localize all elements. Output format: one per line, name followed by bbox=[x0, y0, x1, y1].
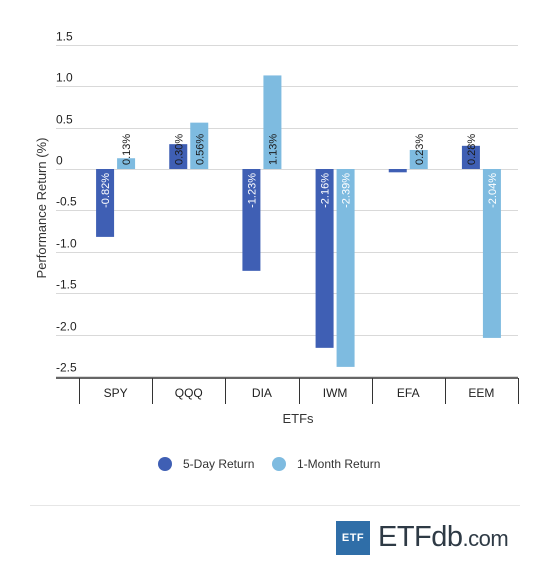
data-label: -0.04% bbox=[393, 173, 405, 208]
data-label: 0.56% bbox=[194, 134, 206, 165]
data-label: 0.28% bbox=[466, 134, 478, 165]
data-label: -2.39% bbox=[341, 173, 353, 208]
bar bbox=[242, 169, 261, 271]
data-label: 0.13% bbox=[121, 134, 133, 165]
x-tick-label: IWM bbox=[323, 386, 348, 400]
data-label: -1.23% bbox=[246, 173, 258, 208]
etfdb-logo: ETF ETFdb.com bbox=[336, 520, 509, 556]
bar bbox=[169, 144, 188, 169]
bars bbox=[96, 75, 501, 367]
legend-swatch bbox=[272, 457, 286, 471]
logo-badge: ETF bbox=[336, 521, 370, 555]
y-tick-label: 1.5 bbox=[56, 30, 73, 44]
logo-main: ETF bbox=[378, 521, 432, 553]
data-label: 0.23% bbox=[414, 134, 426, 165]
bar bbox=[263, 75, 282, 169]
x-tick-label: DIA bbox=[252, 386, 272, 400]
bar bbox=[388, 169, 407, 173]
data-label: 0.30% bbox=[173, 134, 185, 165]
bar bbox=[461, 145, 480, 169]
legend: 5-Day Return 1-Month Return bbox=[158, 457, 380, 471]
x-axis: SPY QQQ DIA IWM EFA EEM bbox=[56, 377, 519, 404]
bar bbox=[117, 158, 136, 169]
x-tick-label: SPY bbox=[104, 386, 128, 400]
x-tick-label: QQQ bbox=[175, 386, 203, 400]
logo-com: .com bbox=[462, 526, 509, 551]
gridlines bbox=[56, 45, 518, 377]
y-tick-label: -2.5 bbox=[56, 361, 77, 375]
y-tick-label: -1.0 bbox=[56, 237, 77, 251]
x-tick-label: EFA bbox=[397, 386, 420, 400]
y-tick-label: 1.0 bbox=[56, 71, 73, 85]
logo-db: db bbox=[431, 521, 463, 553]
x-axis-title: ETFs bbox=[282, 411, 314, 426]
bar-chart: -0.82% 0.13% 0.30% 0.56% -1.23% 1.13% -2.16% -2… bbox=[34, 30, 519, 471]
bar bbox=[315, 169, 334, 348]
bar bbox=[336, 169, 355, 367]
bar bbox=[190, 122, 209, 169]
y-tick-label: -1.5 bbox=[56, 278, 77, 292]
bar bbox=[96, 169, 115, 237]
y-tick-label: -2.0 bbox=[56, 320, 77, 334]
footer-divider bbox=[30, 505, 520, 506]
y-axis-title: Performance Return (%) bbox=[34, 138, 49, 279]
y-tick-label: 0 bbox=[56, 154, 63, 168]
legend-label: 1-Month Return bbox=[297, 457, 380, 471]
legend-swatch bbox=[158, 457, 172, 471]
data-label: 1.13% bbox=[267, 134, 279, 165]
y-tick-label: 0.5 bbox=[56, 113, 73, 127]
x-tick-label: EEM bbox=[468, 386, 494, 400]
data-label: -2.16% bbox=[320, 173, 332, 208]
logo-wordmark: ETFdb.com bbox=[378, 520, 509, 556]
bar bbox=[482, 169, 501, 338]
data-label: -2.04% bbox=[487, 173, 499, 208]
legend-label: 5-Day Return bbox=[183, 457, 254, 471]
bar bbox=[409, 149, 428, 169]
data-label: -0.82% bbox=[100, 173, 112, 208]
y-axis-ticks: 1.5 1.0 0.5 0 -0.5 -1.0 -1.5 -2.0 -2.5 bbox=[56, 30, 77, 375]
y-tick-label: -0.5 bbox=[56, 195, 77, 209]
data-labels: -0.82% 0.13% 0.30% 0.56% -1.23% 1.13% -2.16% -2… bbox=[100, 134, 499, 208]
